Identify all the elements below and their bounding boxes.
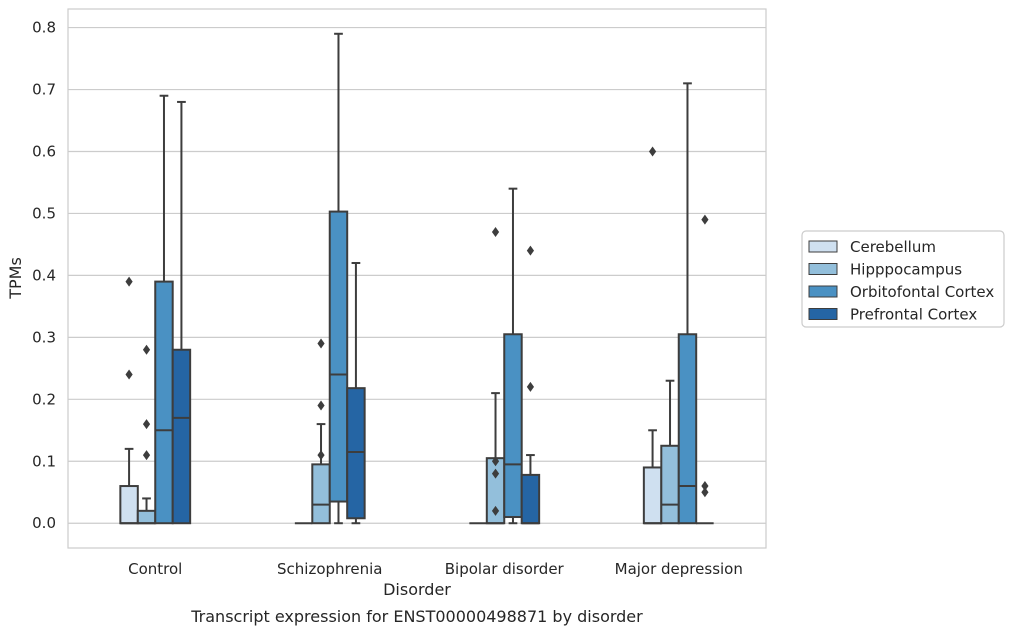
legend-swatch bbox=[808, 308, 838, 320]
y-axis-ticks: 0.0 0.1 0.2 0.3 0.4 0.5 0.6 0.7 0.8 bbox=[32, 19, 56, 533]
plot-area bbox=[119, 32, 714, 525]
box-body bbox=[677, 333, 698, 525]
legend-label: Prefrontal Cortex bbox=[850, 306, 977, 324]
y-tick-label: 0.5 bbox=[32, 204, 56, 222]
box-0-0 bbox=[119, 276, 139, 525]
box-body bbox=[520, 473, 541, 525]
y-tick-label: 0.2 bbox=[32, 390, 56, 408]
legend-swatch bbox=[808, 263, 838, 275]
box-3-3 bbox=[696, 214, 714, 525]
x-tick-label: Bipolar disorder bbox=[445, 560, 565, 578]
outlier-point bbox=[701, 481, 709, 492]
chart-caption: Transcript expression for ENST0000049887… bbox=[190, 607, 643, 626]
outlier-point bbox=[317, 400, 325, 411]
outlier-point bbox=[142, 344, 151, 355]
outlier-point bbox=[317, 450, 325, 461]
box-body bbox=[154, 280, 174, 525]
x-tick-label: Major depression bbox=[615, 560, 743, 578]
box-body bbox=[660, 444, 680, 525]
outlier-point bbox=[491, 227, 500, 238]
x-tick-label: Control bbox=[128, 560, 182, 578]
outlier-point bbox=[142, 419, 151, 430]
box-3-0 bbox=[171, 100, 192, 525]
plot-frame bbox=[67, 8, 767, 549]
box-body bbox=[136, 509, 157, 525]
box-0-3 bbox=[642, 146, 663, 525]
y-tick-label: 0.3 bbox=[32, 328, 56, 346]
legend-label: Cerebellum bbox=[850, 238, 936, 256]
y-tick-label: 0.6 bbox=[32, 142, 56, 160]
box-body bbox=[503, 333, 523, 519]
box-1-0 bbox=[136, 344, 157, 525]
x-axis-title: Disorder bbox=[383, 580, 451, 599]
y-axis-title: TPMs bbox=[6, 257, 25, 300]
box-body bbox=[171, 348, 192, 525]
box-body bbox=[328, 210, 349, 503]
outlier-point bbox=[701, 487, 709, 498]
y-tick-label: 0.8 bbox=[32, 19, 56, 37]
box-2-3 bbox=[677, 82, 698, 525]
x-axis-ticks: Control Schizophrenia Bipolar disorder Majo… bbox=[128, 560, 743, 578]
box-body bbox=[642, 466, 663, 525]
legend-swatch bbox=[808, 285, 838, 298]
box-3-1 bbox=[346, 262, 366, 525]
outlier-point bbox=[491, 505, 500, 516]
y-tick-label: 0.4 bbox=[32, 266, 56, 284]
y-tick-label: 0.1 bbox=[32, 452, 56, 470]
y-tick-label: 0.7 bbox=[32, 81, 56, 99]
outlier-point bbox=[701, 214, 709, 225]
box-body bbox=[119, 485, 139, 525]
outlier-point bbox=[526, 381, 535, 392]
box-2-0 bbox=[154, 94, 174, 525]
legend-frame bbox=[801, 230, 1005, 328]
outlier-point bbox=[491, 456, 500, 467]
box-1-2 bbox=[485, 227, 506, 525]
legend: Cerebellum Hipppocampus Orbitofontal Corte… bbox=[801, 230, 1005, 328]
outlier-point bbox=[125, 369, 133, 380]
outlier-point bbox=[125, 276, 133, 287]
box-3-2 bbox=[520, 245, 541, 525]
legend-label: Orbitofontal Cortex bbox=[850, 283, 994, 301]
outlier-point bbox=[491, 468, 500, 479]
legend-label: Hipppocampus bbox=[850, 261, 962, 279]
box-body bbox=[346, 387, 366, 520]
y-tick-label: 0.0 bbox=[32, 514, 56, 532]
box-2-2 bbox=[503, 187, 523, 525]
outlier-point bbox=[526, 245, 535, 256]
box-2-1 bbox=[328, 32, 349, 525]
legend-swatch bbox=[808, 240, 838, 253]
outlier-point bbox=[648, 146, 657, 157]
outlier-point bbox=[317, 338, 325, 349]
x-tick-label: Schizophrenia bbox=[277, 560, 382, 578]
outlier-point bbox=[142, 450, 151, 461]
box-body bbox=[311, 463, 331, 525]
